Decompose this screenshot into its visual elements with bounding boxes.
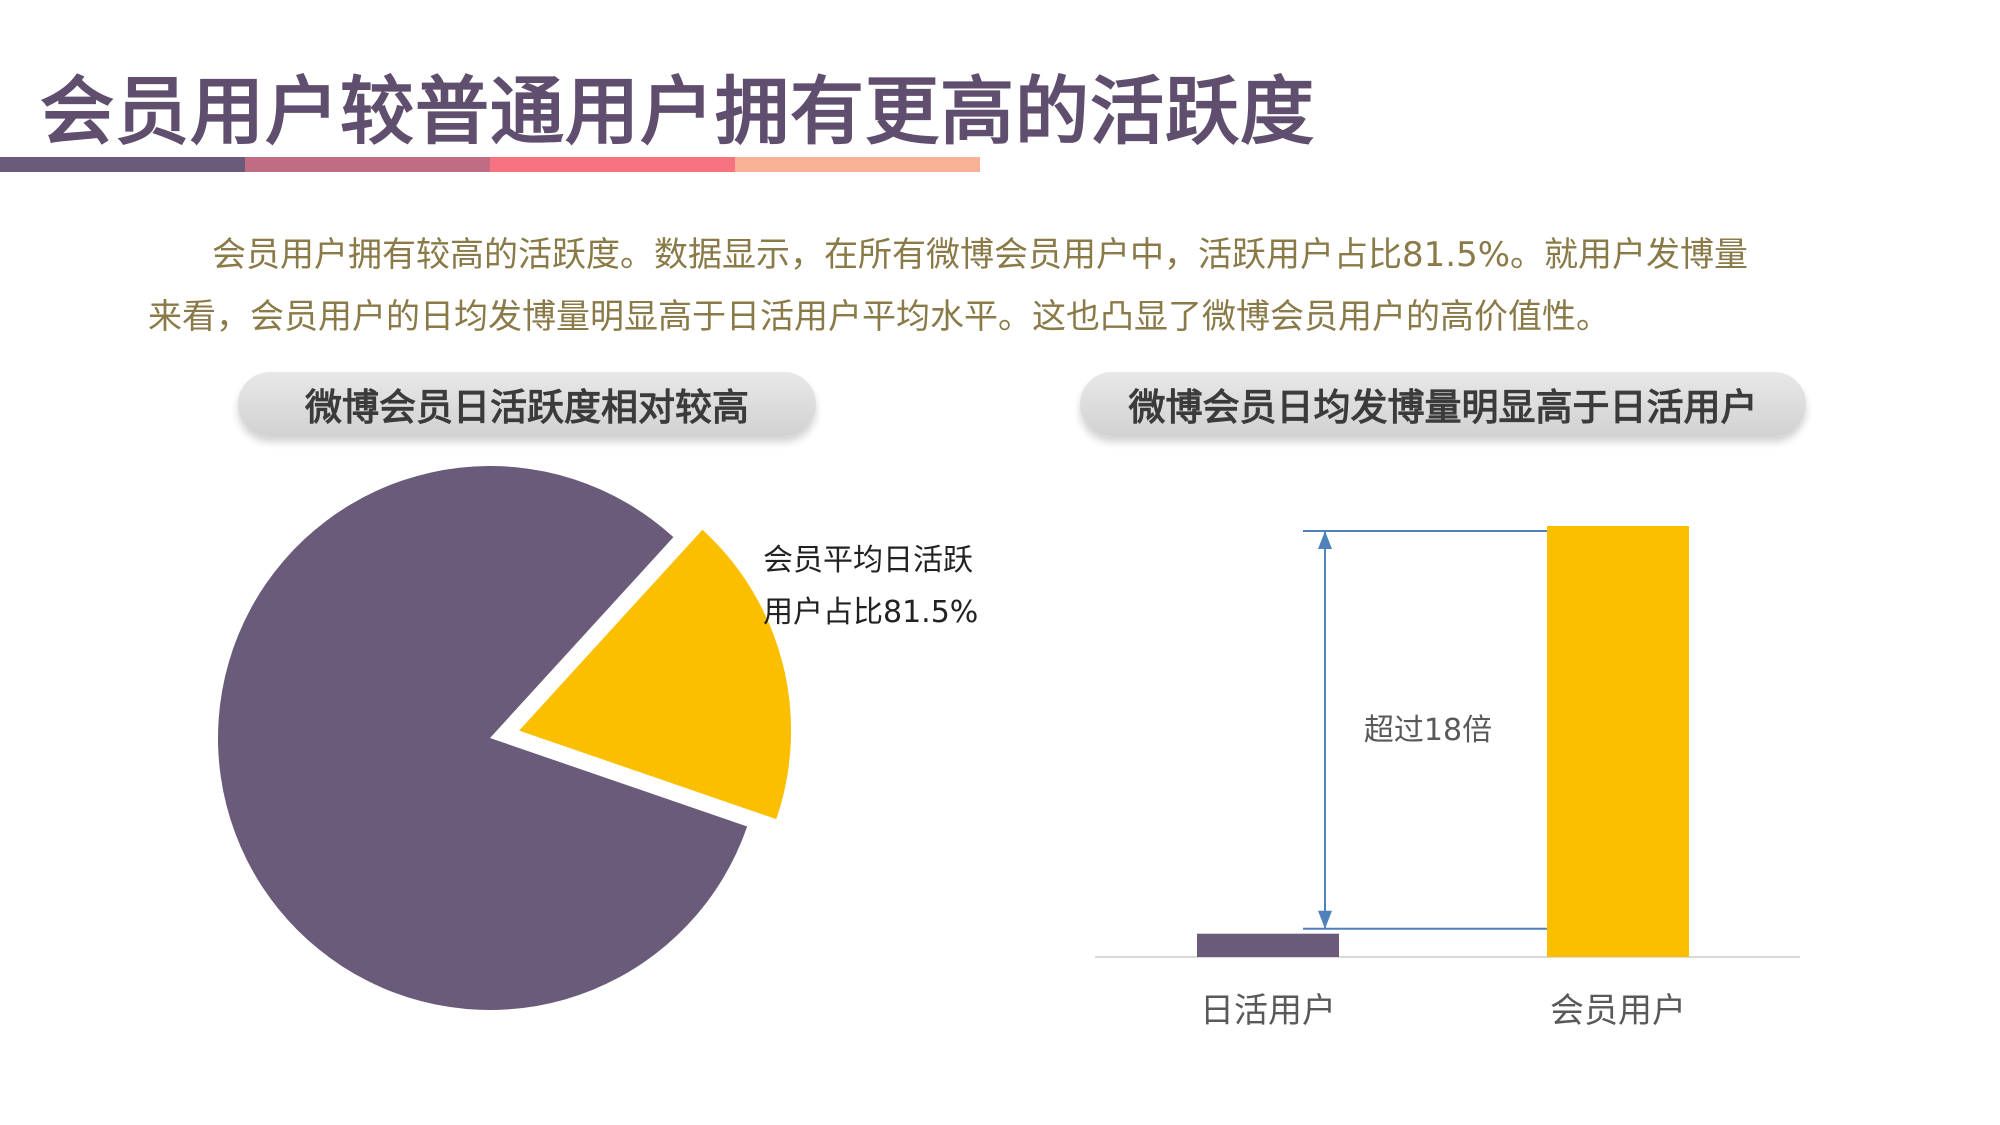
pie-slice-2 <box>519 529 792 820</box>
color-bar-segment-2 <box>245 157 490 172</box>
bar-category-label-1: 日活用户 <box>1200 991 1336 1031</box>
pie-chart <box>218 466 792 1010</box>
pie-chart-title: 微博会员日活跃度相对较高 <box>238 372 816 436</box>
bar-chart-title: 微博会员日均发博量明显高于日活用户 <box>1080 372 1806 436</box>
bar-ratio-annotation: 超过18倍 <box>1364 713 1492 748</box>
bar-category-label-2: 会员用户 <box>1550 991 1686 1031</box>
bar-1 <box>1197 933 1339 957</box>
arrow-head-down <box>1318 910 1332 929</box>
page-title: 会员用户较普通用户拥有更高的活跃度 <box>40 69 1315 155</box>
color-bar-segment-3 <box>490 157 735 172</box>
arrow-head-up <box>1318 531 1332 549</box>
bar-chart <box>1095 526 1800 958</box>
pie-slice-1 <box>218 466 748 1010</box>
pie-annotation-line-2: 用户占比81.5% <box>763 595 978 630</box>
color-bar-segment-1 <box>0 157 245 172</box>
pie-annotation-line-1: 会员平均日活跃 <box>763 543 973 578</box>
title-color-bar <box>0 157 980 172</box>
intro-paragraph: 会员用户拥有较高的活跃度。数据显示，在所有微博会员用户中，活跃用户占比81.5%… <box>148 235 1749 337</box>
color-bar-segment-4 <box>735 157 980 172</box>
bar-2 <box>1547 526 1689 957</box>
